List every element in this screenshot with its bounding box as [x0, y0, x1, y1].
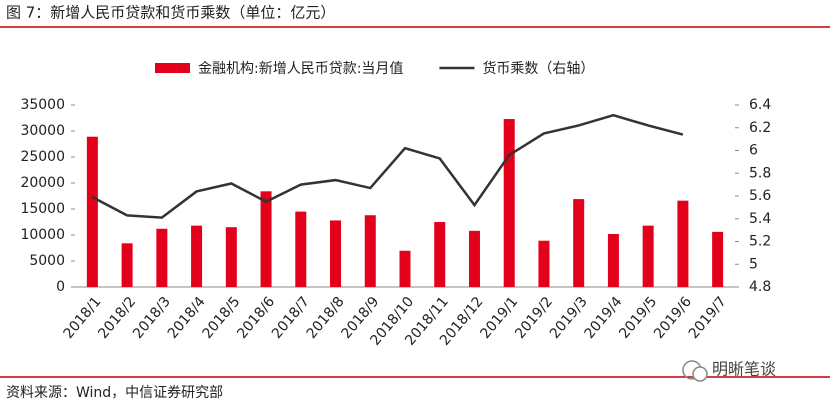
- y2-tick-label: 4.8: [749, 279, 771, 295]
- bar: [677, 200, 689, 287]
- bar: [434, 222, 446, 287]
- bar: [712, 231, 724, 287]
- bar: [503, 119, 515, 287]
- bar: [121, 243, 133, 287]
- bar: [260, 191, 272, 287]
- bar: [607, 233, 619, 287]
- legend-label: 金融机构:新增人民币贷款:当月值: [198, 61, 403, 77]
- y-tick-label: 25000: [20, 149, 65, 165]
- bar: [642, 225, 654, 287]
- y2-tick-label: 6.4: [749, 97, 771, 113]
- y-tick-label: 10000: [20, 227, 65, 243]
- source: 资料来源：Wind，中信证券研究部: [6, 385, 223, 401]
- bar: [86, 136, 98, 287]
- bar: [330, 220, 342, 287]
- y2-tick-label: 5.4: [749, 211, 771, 227]
- y-tick-label: 30000: [20, 123, 65, 139]
- bar: [573, 199, 585, 287]
- watermark-icon: [682, 360, 708, 382]
- bar: [399, 250, 411, 287]
- line: [91, 113, 684, 219]
- x-tick-label: 2019/7: [686, 294, 730, 342]
- bar: [295, 211, 307, 287]
- y-tick-label: 0: [56, 279, 65, 295]
- y2-tick-label: 5.2: [749, 234, 771, 250]
- y2-tick-label: 6.2: [749, 120, 771, 136]
- legend-label: 货币乘数（右轴）: [482, 60, 594, 77]
- y-tick-label: 35000: [20, 97, 65, 113]
- bar: [468, 230, 480, 287]
- y-tick-label: 15000: [20, 201, 65, 217]
- bar: [191, 225, 203, 287]
- y2-tick-label: 6: [749, 143, 758, 159]
- bar: [156, 228, 168, 287]
- y2-tick-label: 5.8: [749, 165, 771, 181]
- y-tick-label: 5000: [29, 253, 65, 269]
- chart-title: 图 7：新增人民币贷款和货币乘数（单位：亿元）: [6, 4, 335, 22]
- y2-tick-label: 5: [749, 256, 758, 272]
- y2-tick-label: 5.6: [749, 188, 771, 204]
- legend-swatch: [155, 63, 190, 73]
- bar: [538, 240, 550, 287]
- bar: [225, 227, 237, 287]
- watermark: 明晰笔谈: [712, 360, 776, 379]
- bar: [364, 215, 376, 287]
- y-tick-label: 20000: [20, 175, 65, 191]
